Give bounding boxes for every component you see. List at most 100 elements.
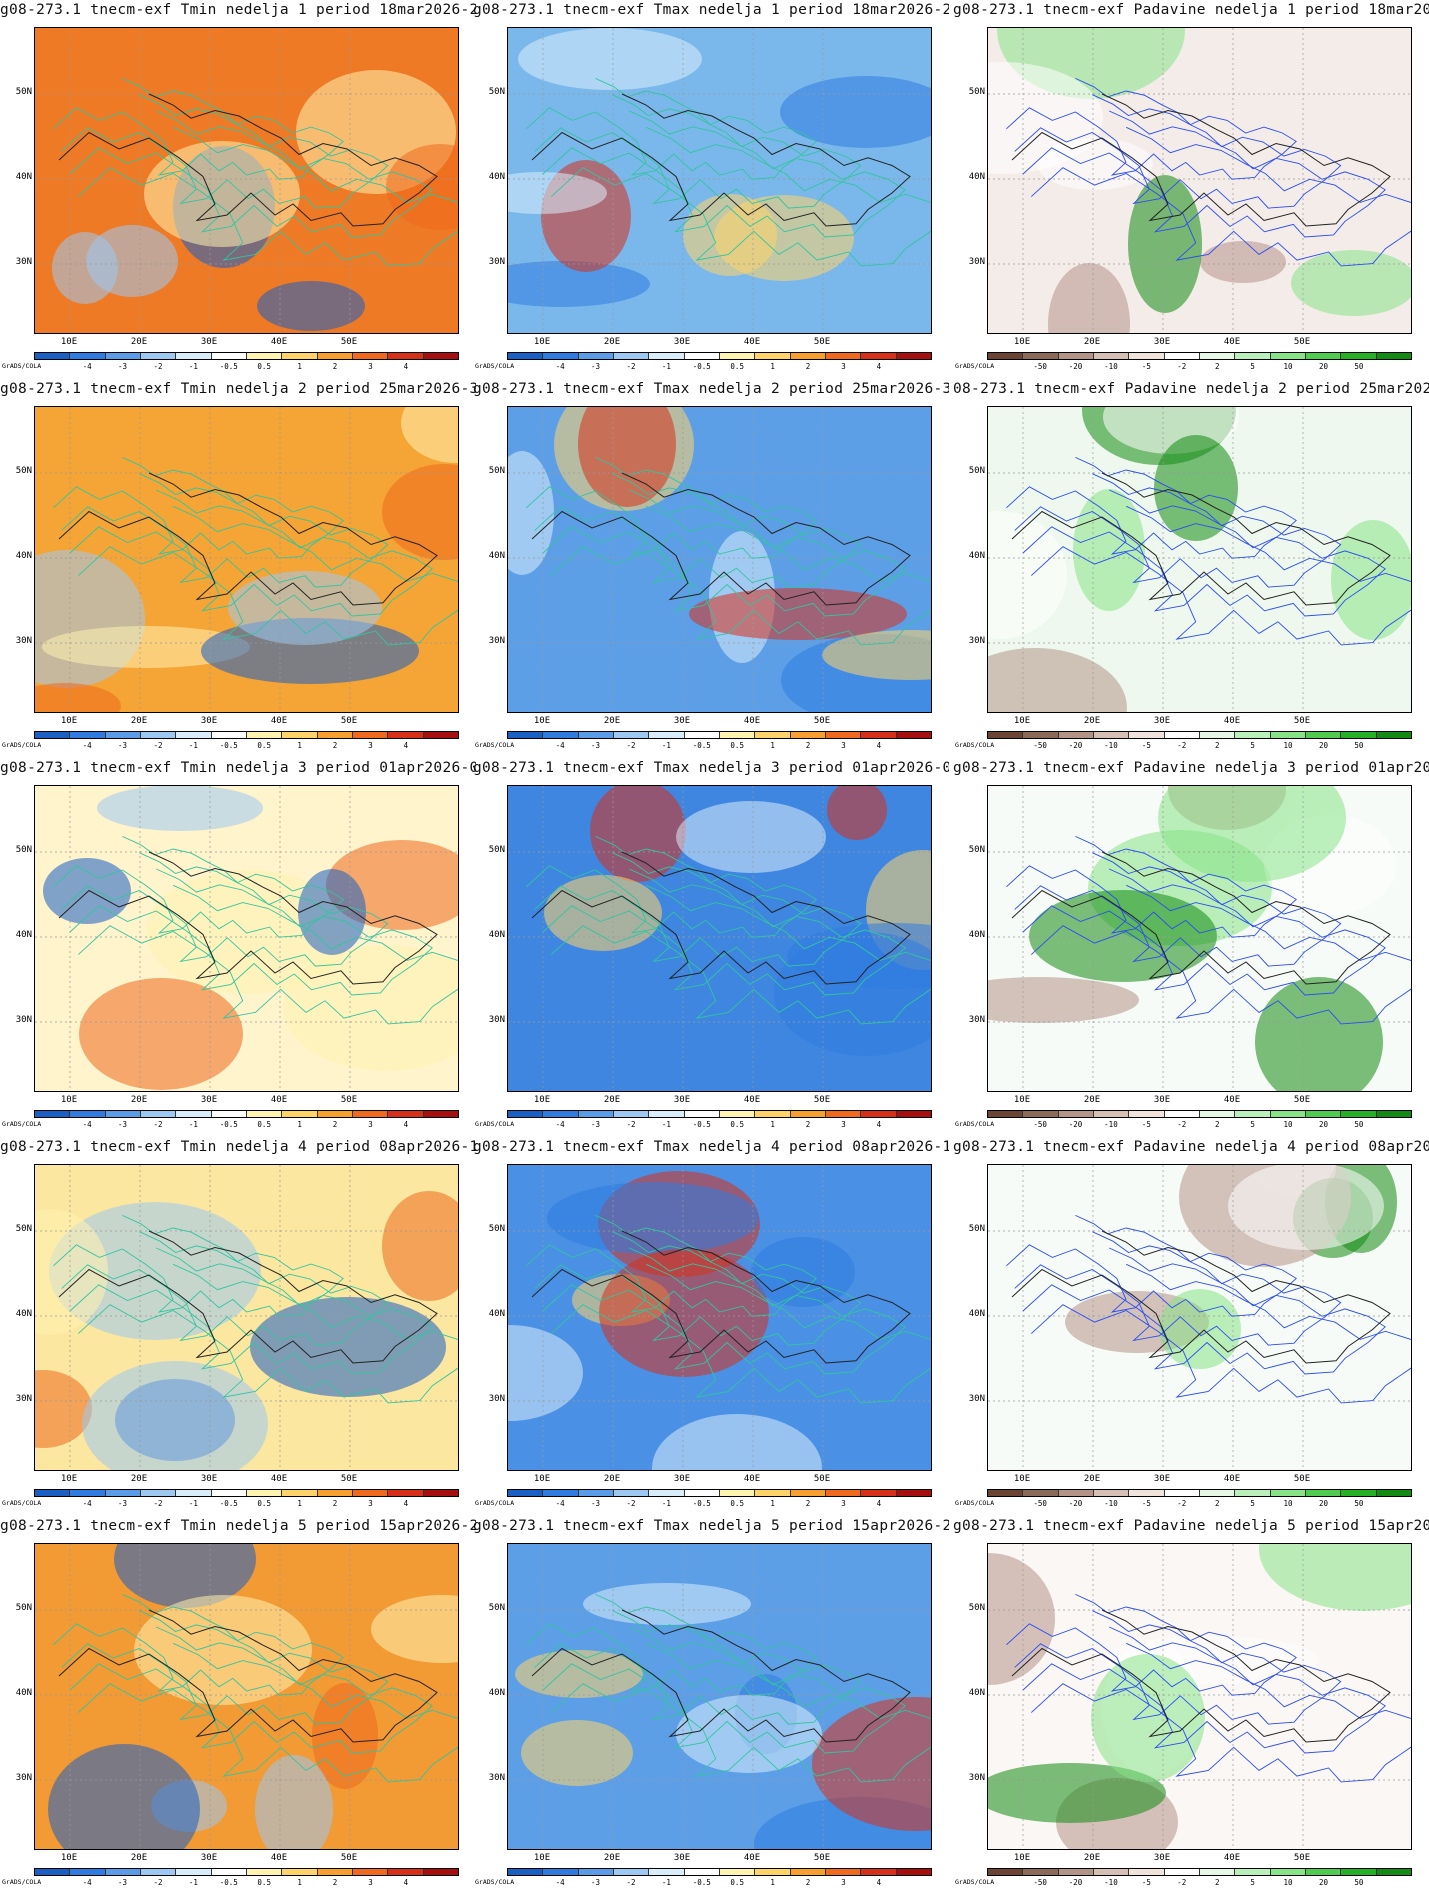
coastline [1011, 851, 1391, 985]
anomaly-shade [1128, 175, 1202, 313]
color-bar-label: -50 [1033, 1499, 1047, 1508]
color-bar-segment [1023, 353, 1059, 359]
color-bar-segment [613, 1490, 650, 1496]
lat-label: 50N [968, 845, 985, 855]
color-bar-segment [790, 1869, 826, 1875]
anomaly-shade [1091, 1654, 1205, 1782]
color-bar-segment [1058, 1490, 1094, 1496]
lon-label: 20E [603, 716, 621, 726]
lat-label: 50N [15, 1224, 32, 1234]
lon-label: 20E [130, 1853, 148, 1863]
contour-line [1006, 77, 1297, 180]
color-bar-label: 2 [332, 1878, 338, 1887]
lat-label: 30N [488, 1015, 505, 1025]
color-bar-label: 4 [876, 741, 882, 750]
lat-label: 40N [15, 551, 32, 561]
panel-title: g08-273.1 tnecm-exf Tmin nedelja 4 perio… [0, 1139, 476, 1155]
lat-label: 40N [15, 1688, 32, 1698]
lon-label: 40E [1223, 1095, 1241, 1105]
contour-line [542, 489, 906, 617]
contour-line [69, 1247, 433, 1375]
color-bar-label: 0.5 [730, 1878, 744, 1887]
color-bar-label: 1 [770, 1120, 775, 1129]
lon-label: 50E [813, 1095, 831, 1105]
color-bar-label: -0.5 [692, 1499, 711, 1508]
grads-credit: GrADS/COLA [955, 1499, 995, 1507]
lon-label: 10E [533, 1095, 551, 1105]
color-bar-label: 10 [1283, 1499, 1293, 1508]
lon-label: 40E [743, 337, 761, 347]
color-bar-segment [1199, 1490, 1236, 1496]
anomaly-shade [508, 172, 607, 214]
color-bar-segment [246, 1869, 283, 1875]
color-bar-label: -4 [555, 741, 565, 750]
color-bar-label: -1 [661, 1878, 671, 1887]
contour-line [1014, 473, 1342, 588]
anomaly-shade [508, 451, 554, 575]
color-bar-segment [1199, 1869, 1236, 1875]
color-bar-label: -5 [1141, 741, 1151, 750]
anomaly-shade [97, 786, 263, 831]
contour-line [1006, 1593, 1297, 1696]
color-bar-segment [790, 732, 826, 738]
lon-label: 30E [1153, 716, 1171, 726]
map-panel: g08-273.1 tnecm-exf Tmax nedelja 5 perio… [473, 1516, 949, 1895]
color-bar-label: -20 [1068, 1499, 1083, 1508]
color-bar-segment [613, 1869, 650, 1875]
color-bar-segment [578, 1869, 614, 1875]
anomaly-shade [114, 1544, 256, 1608]
lon-label: 10E [60, 716, 78, 726]
contour-line [61, 1610, 389, 1725]
color-bar-segment [988, 1869, 1024, 1875]
color-bar-label: 4 [403, 1120, 409, 1129]
lon-label: 10E [533, 716, 551, 726]
color-bar-segment [896, 1111, 931, 1117]
contour-line [77, 1263, 458, 1404]
color-bar-segment [1376, 1490, 1411, 1496]
color-bar-segment [1058, 1111, 1094, 1117]
color-bar-segment [649, 732, 685, 738]
color-bar-label: 0.5 [257, 741, 271, 750]
color-bar-segment [105, 1490, 141, 1496]
lat-label: 50N [15, 466, 32, 476]
panel-title: g08-273.1 tnecm-exf Tmin nedelja 3 perio… [0, 760, 476, 776]
color-bar-segment [1235, 1869, 1271, 1875]
panel-title: g08-273.1 tnecm-exf Tmax nedelja 5 perio… [473, 1518, 949, 1534]
color-bar [987, 1489, 1412, 1497]
anomaly-shade [988, 511, 1067, 639]
lon-label: 10E [533, 337, 551, 347]
color-bar-label: -10 [1104, 362, 1118, 371]
lat-label: 40N [968, 172, 985, 182]
anomaly-shade [521, 1720, 633, 1786]
color-bar-segment [896, 732, 931, 738]
color-bar-label: 50 [1354, 362, 1364, 371]
panel-title: g08-273.1 tnecm-exf Tmin nedelja 5 perio… [0, 1518, 476, 1534]
color-bar-label: 3 [368, 1878, 373, 1887]
color-bar-label: -50 [1033, 741, 1047, 750]
contour-line [77, 1642, 458, 1783]
color-bar [34, 1489, 459, 1497]
color-bar-segment [1270, 1869, 1306, 1875]
color-bar-segment [423, 1869, 458, 1875]
lat-label: 40N [488, 551, 505, 561]
lon-label: 10E [1013, 1095, 1031, 1105]
lon-label: 20E [1083, 1095, 1101, 1105]
color-bar-segment [543, 1869, 579, 1875]
lat-label: 40N [15, 930, 32, 940]
color-bar-label: -2 [1177, 1499, 1187, 1508]
color-bar-segment [105, 732, 141, 738]
color-bar-segment [282, 1869, 318, 1875]
color-bar-label: 2 [805, 1499, 811, 1508]
color-bar-segment [684, 1490, 720, 1496]
anomaly-shade [146, 870, 350, 994]
color-bar-segment [755, 732, 791, 738]
color-bar-segment [988, 1111, 1024, 1117]
coastline [1011, 472, 1391, 606]
color-bar-label: 2 [805, 1120, 811, 1129]
anomaly-shade [386, 144, 458, 230]
color-bar-label: -2 [626, 1120, 636, 1129]
contour-line [1014, 1610, 1342, 1725]
anomaly-shade [371, 1595, 458, 1663]
color-bar-segment [1235, 353, 1271, 359]
color-bar-label: 20 [1318, 1499, 1328, 1508]
